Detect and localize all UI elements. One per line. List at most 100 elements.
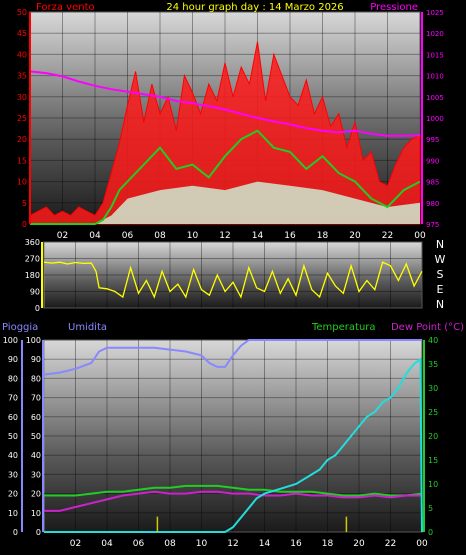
y-tick-label-pressure: 1025 xyxy=(426,9,444,17)
y-tick-label-rain: 30 xyxy=(8,470,18,479)
temperature-label: Temperatura xyxy=(311,322,376,333)
y-tick-label-direction: 90 xyxy=(30,288,40,297)
x-tick-label: 20 xyxy=(353,539,365,549)
y-tick-label-direction: 270 xyxy=(25,255,40,264)
x-tick-label: 14 xyxy=(259,539,271,549)
humidity-panel-series xyxy=(43,339,423,533)
y-tick-label-temperature: 20 xyxy=(428,432,438,441)
x-tick-label: 06 xyxy=(133,539,145,549)
x-tick-label: 18 xyxy=(322,539,334,549)
x-tick-label: 10 xyxy=(187,231,199,241)
x-tick-label: 00 xyxy=(414,231,426,241)
x-tick-label: 22 xyxy=(385,539,396,549)
y-tick-label-rain: 70 xyxy=(8,394,18,403)
x-tick-label: 14 xyxy=(252,231,264,241)
y-tick-label-pressure: 1020 xyxy=(426,30,444,38)
series-dew-point xyxy=(44,490,422,512)
series-temperature xyxy=(44,484,423,497)
wind-panel-ticks: 0510152025303540455097598098599099510001… xyxy=(17,8,444,241)
y-tick-label-rain: 10 xyxy=(8,509,18,518)
compass-letter: N xyxy=(436,298,444,311)
left-axis-label-wind: Forza vento xyxy=(36,2,95,13)
chart-title: 24 hour graph day : 14 Marzo 2026 xyxy=(166,2,343,13)
compass-letter: N xyxy=(436,238,444,251)
y-tick-label-temperature: 30 xyxy=(428,384,438,393)
direction-panel-series xyxy=(43,261,423,299)
y-tick-label-pressure: 985 xyxy=(426,179,439,187)
y-tick-label-humidity: 90 xyxy=(31,355,41,364)
y-tick-label-direction: 360 xyxy=(25,238,40,247)
series-wind-gust xyxy=(29,41,421,225)
humidity-panel-ticks: 0102030405060708090100010203040506070809… xyxy=(3,336,438,549)
y-tick-label-wind: 30 xyxy=(17,93,27,102)
series-wind-floor xyxy=(30,181,420,224)
series-direction xyxy=(43,261,423,299)
y-tick-label-temperature: 10 xyxy=(428,480,438,489)
y-tick-label-wind: 20 xyxy=(17,135,27,144)
y-tick-label-rain: 20 xyxy=(8,490,18,499)
y-tick-label-temperature: 25 xyxy=(428,408,438,417)
y-tick-label-pressure: 1015 xyxy=(426,51,444,59)
y-tick-label-rain: 40 xyxy=(8,451,18,460)
y-tick-label-pressure: 1005 xyxy=(426,94,444,102)
humidity-label: Umidita xyxy=(68,322,107,333)
y-tick-label-humidity: 100 xyxy=(26,336,41,345)
y-tick-label-humidity: 40 xyxy=(31,451,41,460)
y-tick-label-rain: 80 xyxy=(8,374,18,383)
y-tick-label-wind: 10 xyxy=(17,178,27,187)
y-tick-label-pressure: 980 xyxy=(426,200,439,208)
right-axis-label-pressure: Pressione xyxy=(370,2,418,13)
y-tick-label-temperature: 0 xyxy=(428,528,433,537)
x-tick-label: 08 xyxy=(164,539,176,549)
x-tick-label: 18 xyxy=(317,231,329,241)
series-pressure xyxy=(29,70,421,137)
x-tick-label: 12 xyxy=(227,539,238,549)
humidity-panel-grid xyxy=(44,339,423,533)
x-tick-label: 16 xyxy=(284,231,296,241)
x-tick-label: 10 xyxy=(196,539,208,549)
y-tick-label-temperature: 35 xyxy=(428,360,438,369)
compass-letter: W xyxy=(435,253,446,266)
y-tick-label-humidity: 30 xyxy=(31,470,41,479)
wind-panel-series xyxy=(29,41,421,225)
y-tick-label-temperature: 5 xyxy=(428,504,433,513)
y-tick-label-humidity: 80 xyxy=(31,374,41,383)
y-tick-label-pressure: 1010 xyxy=(426,73,444,81)
x-tick-label: 04 xyxy=(101,539,113,549)
y-tick-label-rain: 100 xyxy=(3,336,18,345)
y-tick-label-wind: 0 xyxy=(22,220,27,229)
y-tick-label-pressure: 975 xyxy=(426,221,439,229)
x-tick-label: 02 xyxy=(70,539,81,549)
y-tick-label-pressure: 990 xyxy=(426,157,439,165)
direction-panel-ticks: 0 90 180 270 360 xyxy=(25,238,43,313)
y-tick-label-rain: 60 xyxy=(8,413,18,422)
x-tick-label: 20 xyxy=(349,231,361,241)
y-tick-label-direction: 0 xyxy=(35,304,40,313)
y-tick-label-humidity: 20 xyxy=(31,490,41,499)
y-tick-label-rain: 50 xyxy=(8,432,18,441)
y-tick-label-rain: 0 xyxy=(13,528,18,537)
y-tick-label-wind: 50 xyxy=(17,8,27,17)
x-tick-label: 08 xyxy=(154,231,166,241)
y-tick-label-wind: 25 xyxy=(17,114,27,123)
y-tick-label-humidity: 10 xyxy=(31,509,41,518)
y-tick-label-temperature: 15 xyxy=(428,456,438,465)
x-tick-label: 04 xyxy=(89,231,101,241)
y-tick-label-wind: 35 xyxy=(17,72,27,81)
y-tick-label-wind: 15 xyxy=(17,156,27,165)
y-tick-label-temperature: 40 xyxy=(428,336,438,345)
series-humidity xyxy=(43,339,422,376)
compass-letter: E xyxy=(437,283,444,296)
y-tick-label-direction: 180 xyxy=(25,271,40,280)
y-tick-label-pressure: 1000 xyxy=(426,115,444,123)
compass-letter: S xyxy=(437,268,444,281)
x-tick-label: 00 xyxy=(416,539,428,549)
series-wind-avg xyxy=(30,129,421,225)
direction-panel-bg xyxy=(43,241,423,309)
x-tick-label: 02 xyxy=(57,231,68,241)
y-tick-label-wind: 5 xyxy=(22,199,27,208)
x-tick-label: 12 xyxy=(219,231,230,241)
